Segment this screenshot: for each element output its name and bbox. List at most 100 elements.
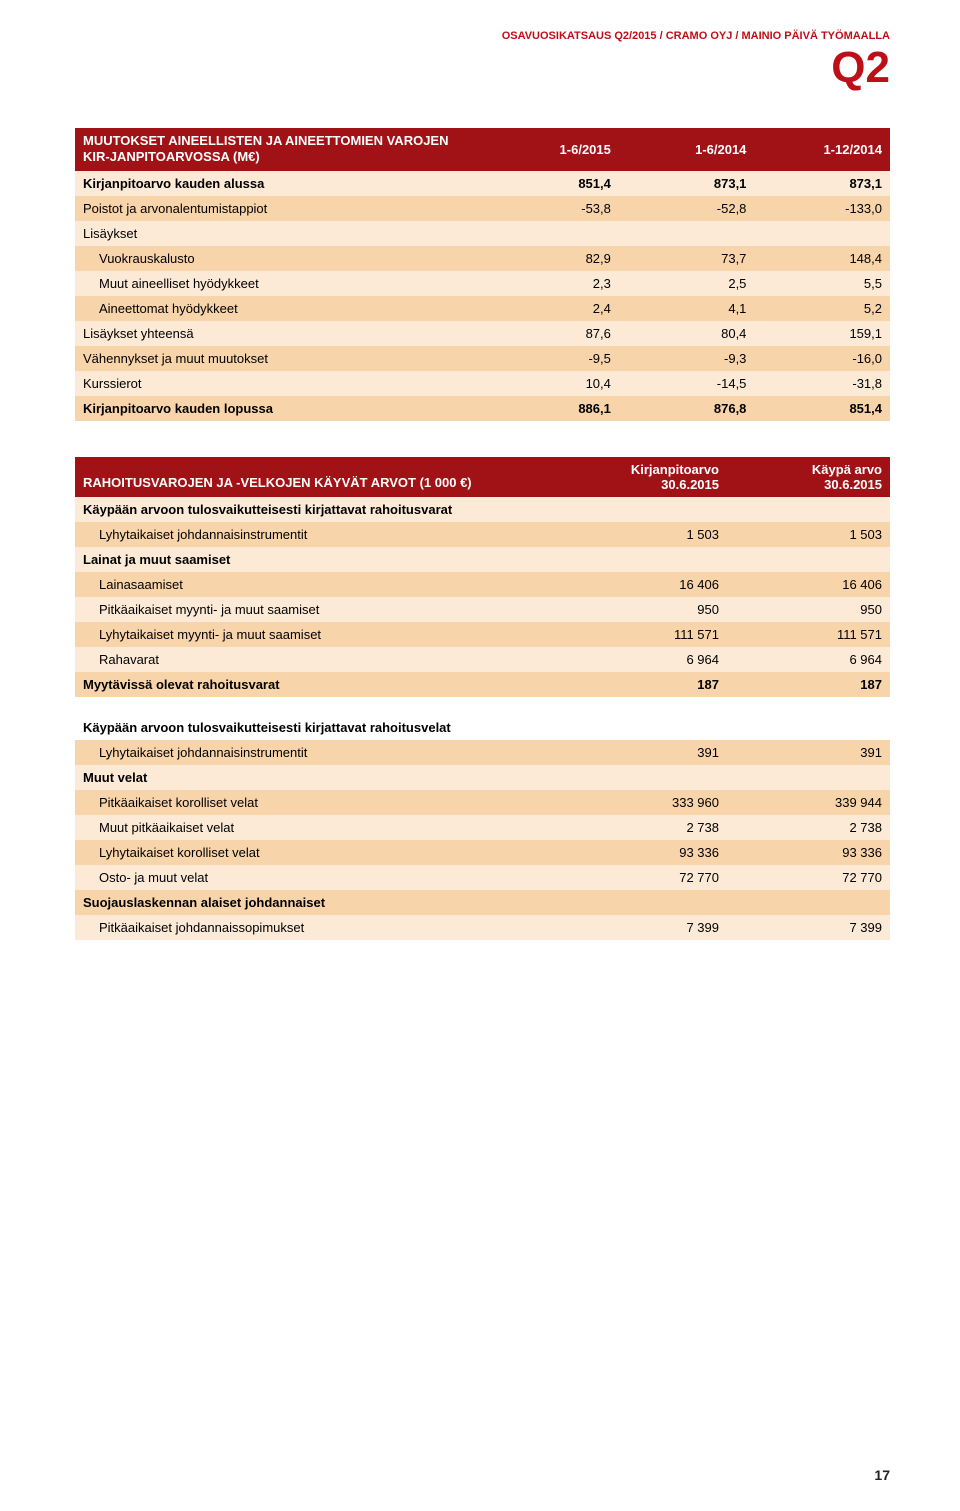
row-label: Pitkäaikaiset johdannaissopimukset — [75, 915, 564, 940]
row-label: Pitkäaikaiset korolliset velat — [75, 790, 564, 815]
table2-col-1: Käypä arvo 30.6.2015 — [727, 457, 890, 497]
row-label: Lyhytaikaiset johdannaisinstrumentit — [75, 522, 564, 547]
row-value: 93 336 — [727, 840, 890, 865]
row-label: Lainat ja muut saamiset — [75, 547, 564, 572]
row-value: 6 964 — [564, 647, 727, 672]
row-value: 1 503 — [727, 522, 890, 547]
row-value: -133,0 — [754, 196, 890, 221]
row-label: Vuokrauskalusto — [75, 246, 483, 271]
row-value: 5,5 — [754, 271, 890, 296]
row-value: 16 406 — [564, 572, 727, 597]
row-value: 159,1 — [754, 321, 890, 346]
row-value: 2 738 — [564, 815, 727, 840]
row-value: 851,4 — [483, 171, 619, 196]
table2-col-0: Kirjanpitoarvo 30.6.2015 — [564, 457, 727, 497]
row-label: Lisäykset — [75, 221, 483, 246]
q2-heading: Q2 — [75, 46, 890, 90]
row-value — [564, 890, 727, 915]
row-value — [564, 715, 727, 740]
table-row: Vähennykset ja muut muutokset-9,5-9,3-16… — [75, 346, 890, 371]
table2-col-1-l2: 30.6.2015 — [824, 477, 882, 492]
table-row: Käypään arvoon tulosvaikutteisesti kirja… — [75, 497, 890, 522]
row-label: Käypään arvoon tulosvaikutteisesti kirja… — [75, 497, 564, 522]
row-value — [727, 547, 890, 572]
header-line: OSAVUOSIKATSAUS Q2/2015 / CRAMO OYJ / MA… — [75, 30, 890, 42]
row-value — [754, 221, 890, 246]
row-value — [483, 221, 619, 246]
row-value: 333 960 — [564, 790, 727, 815]
row-value: -53,8 — [483, 196, 619, 221]
page: OSAVUOSIKATSAUS Q2/2015 / CRAMO OYJ / MA… — [0, 0, 960, 1511]
row-value: 16 406 — [727, 572, 890, 597]
row-value: 87,6 — [483, 321, 619, 346]
row-value: 1 503 — [564, 522, 727, 547]
row-value: 950 — [564, 597, 727, 622]
row-label: Lyhytaikaiset johdannaisinstrumentit — [75, 740, 564, 765]
row-value: 886,1 — [483, 396, 619, 421]
row-value: 5,2 — [754, 296, 890, 321]
row-value — [727, 497, 890, 522]
table-row: Lisäykset yhteensä87,680,4159,1 — [75, 321, 890, 346]
row-value: 82,9 — [483, 246, 619, 271]
row-value — [564, 497, 727, 522]
row-label: Osto- ja muut velat — [75, 865, 564, 890]
row-value: 2 738 — [727, 815, 890, 840]
row-value: 6 964 — [727, 647, 890, 672]
table-row: Lainasaamiset16 40616 406 — [75, 572, 890, 597]
table2-col-0-l2: 30.6.2015 — [661, 477, 719, 492]
row-value: 73,7 — [619, 246, 755, 271]
table-row: Osto- ja muut velat72 77072 770 — [75, 865, 890, 890]
row-value — [727, 890, 890, 915]
table1-col-1: 1-6/2014 — [619, 128, 755, 171]
row-value: 339 944 — [727, 790, 890, 815]
table-financial-assets-liabilities: RAHOITUSVAROJEN JA -VELKOJEN KÄYVÄT ARVO… — [75, 457, 890, 940]
row-value — [619, 221, 755, 246]
row-label: Aineettomat hyödykkeet — [75, 296, 483, 321]
row-value: 391 — [727, 740, 890, 765]
row-value: 873,1 — [754, 171, 890, 196]
table-row: Aineettomat hyödykkeet2,44,15,2 — [75, 296, 890, 321]
row-label: Pitkäaikaiset myynti- ja muut saamiset — [75, 597, 564, 622]
table-row: Muut velat — [75, 765, 890, 790]
row-label: Kirjanpitoarvo kauden alussa — [75, 171, 483, 196]
row-value: 873,1 — [619, 171, 755, 196]
row-label: Käypään arvoon tulosvaikutteisesti kirja… — [75, 715, 564, 740]
table-row: Kirjanpitoarvo kauden lopussa886,1876,88… — [75, 396, 890, 421]
row-label: Myytävissä olevat rahoitusvarat — [75, 672, 564, 697]
table-row: Lisäykset — [75, 221, 890, 246]
row-value: 10,4 — [483, 371, 619, 396]
row-value: 148,4 — [754, 246, 890, 271]
table-row: Käypään arvoon tulosvaikutteisesti kirja… — [75, 715, 890, 740]
table-row: Kirjanpitoarvo kauden alussa851,4873,187… — [75, 171, 890, 196]
row-value: -52,8 — [619, 196, 755, 221]
row-label: Rahavarat — [75, 647, 564, 672]
row-label: Muut pitkäaikaiset velat — [75, 815, 564, 840]
table-row: Poistot ja arvonalentumistappiot-53,8-52… — [75, 196, 890, 221]
table2-header: RAHOITUSVAROJEN JA -VELKOJEN KÄYVÄT ARVO… — [75, 457, 890, 497]
row-value: 7 399 — [564, 915, 727, 940]
table-row: Muut aineelliset hyödykkeet2,32,55,5 — [75, 271, 890, 296]
table1-title: MUUTOKSET AINEELLISTEN JA AINEETTOMIEN V… — [75, 128, 483, 171]
row-label: Lyhytaikaiset myynti- ja muut saamiset — [75, 622, 564, 647]
table-row: Lainat ja muut saamiset — [75, 547, 890, 572]
row-label: Muut aineelliset hyödykkeet — [75, 271, 483, 296]
table-row: Myytävissä olevat rahoitusvarat187187 — [75, 672, 890, 697]
row-label: Kirjanpitoarvo kauden lopussa — [75, 396, 483, 421]
row-value: 4,1 — [619, 296, 755, 321]
row-value — [727, 765, 890, 790]
row-label: Lyhytaikaiset korolliset velat — [75, 840, 564, 865]
row-value: 7 399 — [727, 915, 890, 940]
row-label: Muut velat — [75, 765, 564, 790]
row-value: 111 571 — [727, 622, 890, 647]
table-row: Lyhytaikaiset johdannaisinstrumentit1 50… — [75, 522, 890, 547]
row-value: 80,4 — [619, 321, 755, 346]
table-row: Suojauslaskennan alaiset johdannaiset — [75, 890, 890, 915]
row-value: 2,3 — [483, 271, 619, 296]
spacer — [75, 697, 890, 715]
table-changes-assets: MUUTOKSET AINEELLISTEN JA AINEETTOMIEN V… — [75, 128, 890, 421]
table1-header: MUUTOKSET AINEELLISTEN JA AINEETTOMIEN V… — [75, 128, 890, 171]
table-row: Pitkäaikaiset myynti- ja muut saamiset95… — [75, 597, 890, 622]
table-row: Lyhytaikaiset johdannaisinstrumentit3913… — [75, 740, 890, 765]
row-value: -14,5 — [619, 371, 755, 396]
row-value — [727, 715, 890, 740]
